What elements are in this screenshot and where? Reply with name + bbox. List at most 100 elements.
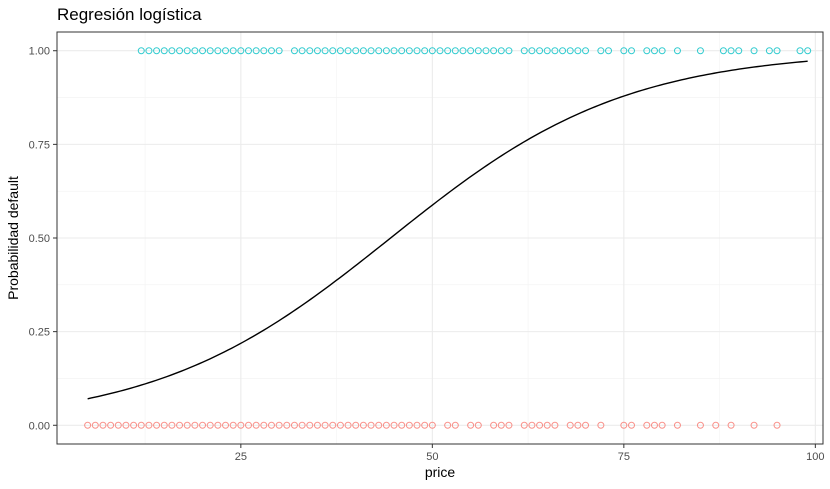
x-tick-label: 100 [806, 451, 824, 463]
data-point-default-1 [497, 47, 505, 55]
data-point-default-0 [267, 421, 275, 429]
logistic-curve [87, 60, 808, 400]
data-point-default-0 [99, 421, 107, 429]
x-tick-label: 50 [426, 451, 438, 463]
data-point-default-0 [696, 421, 704, 429]
data-point-default-1 [436, 47, 444, 55]
data-point-default-1 [467, 47, 475, 55]
data-point-default-0 [597, 421, 605, 429]
data-point-default-0 [352, 421, 360, 429]
data-point-default-0 [160, 421, 168, 429]
data-point-default-1 [482, 47, 490, 55]
data-point-default-0 [451, 421, 459, 429]
data-point-default-1 [214, 47, 222, 55]
data-point-default-1 [367, 47, 375, 55]
data-point-default-0 [137, 421, 145, 429]
data-point-default-1 [597, 47, 605, 55]
data-point-default-1 [321, 47, 329, 55]
data-point-default-0 [497, 421, 505, 429]
data-point-default-0 [191, 421, 199, 429]
grid-major [57, 32, 823, 444]
data-point-default-1 [183, 47, 191, 55]
data-point-default-1 [359, 47, 367, 55]
data-point-default-0 [750, 421, 758, 429]
data-point-default-1 [336, 47, 344, 55]
data-point-default-0 [428, 421, 436, 429]
data-point-default-1 [620, 47, 628, 55]
data-point-default-0 [390, 421, 398, 429]
data-point-default-1 [421, 47, 429, 55]
data-point-default-0 [620, 421, 628, 429]
data-point-default-0 [566, 421, 574, 429]
data-point-default-1 [245, 47, 252, 55]
data-point-default-0 [237, 421, 245, 429]
data-point-default-1 [199, 47, 207, 55]
data-point-default-1 [474, 47, 482, 55]
data-point-default-0 [329, 421, 337, 429]
data-point-default-0 [727, 421, 735, 429]
data-point-default-1 [658, 47, 666, 55]
y-tick-label: 0.50 [29, 233, 50, 245]
data-point-default-0 [658, 421, 666, 429]
y-axis-label: Probabilidad default [5, 176, 21, 300]
data-point-default-1 [796, 47, 804, 55]
data-point-default-0 [245, 421, 252, 429]
data-point-default-0 [421, 421, 429, 429]
data-point-default-0 [168, 421, 176, 429]
data-point-default-1 [444, 47, 452, 55]
data-point-default-0 [582, 421, 590, 429]
data-point-default-1 [191, 47, 199, 55]
data-point-default-0 [229, 421, 237, 429]
data-point-default-0 [252, 421, 260, 429]
data-point-default-0 [467, 421, 475, 429]
data-point-default-1 [398, 47, 406, 55]
data-point-default-1 [543, 47, 551, 55]
data-point-default-0 [153, 421, 161, 429]
data-point-default-0 [176, 421, 184, 429]
data-point-default-1 [145, 47, 153, 55]
data-point-default-1 [727, 47, 735, 55]
data-point-default-1 [673, 47, 681, 55]
data-point-default-0 [643, 421, 651, 429]
data-point-default-1 [559, 47, 567, 55]
data-point-default-0 [405, 421, 413, 429]
data-point-default-1 [765, 47, 773, 55]
data-point-default-1 [773, 47, 781, 55]
data-point-default-1 [696, 47, 704, 55]
data-point-default-1 [298, 47, 306, 55]
data-point-default-0 [367, 421, 375, 429]
chart-title: Regresión logística [57, 5, 202, 24]
data-point-default-0 [574, 421, 582, 429]
data-point-default-0 [199, 421, 207, 429]
data-point-default-1 [252, 47, 260, 55]
data-point-default-1 [459, 47, 467, 55]
data-point-default-0 [490, 421, 498, 429]
data-point-default-1 [375, 47, 383, 55]
data-point-default-1 [574, 47, 582, 55]
data-point-default-1 [428, 47, 436, 55]
data-point-default-0 [183, 421, 191, 429]
data-point-default-0 [382, 421, 390, 429]
data-point-default-1 [804, 47, 812, 55]
data-point-default-1 [605, 47, 613, 55]
data-point-default-1 [306, 47, 314, 55]
data-point-default-0 [773, 421, 781, 429]
data-point-default-1 [176, 47, 184, 55]
data-point-default-0 [275, 421, 283, 429]
data-point-default-1 [313, 47, 321, 55]
data-point-default-0 [298, 421, 306, 429]
data-point-default-1 [520, 47, 528, 55]
data-point-default-0 [222, 421, 230, 429]
data-point-default-1 [168, 47, 176, 55]
data-point-default-1 [153, 47, 161, 55]
x-tick-label: 75 [618, 451, 630, 463]
data-point-default-1 [536, 47, 544, 55]
data-point-default-0 [543, 421, 551, 429]
data-point-default-1 [566, 47, 574, 55]
data-point-default-1 [650, 47, 658, 55]
data-point-default-1 [137, 47, 145, 55]
x-axis-label: price [425, 464, 456, 480]
data-point-default-1 [490, 47, 498, 55]
data-point-default-1 [505, 47, 513, 55]
